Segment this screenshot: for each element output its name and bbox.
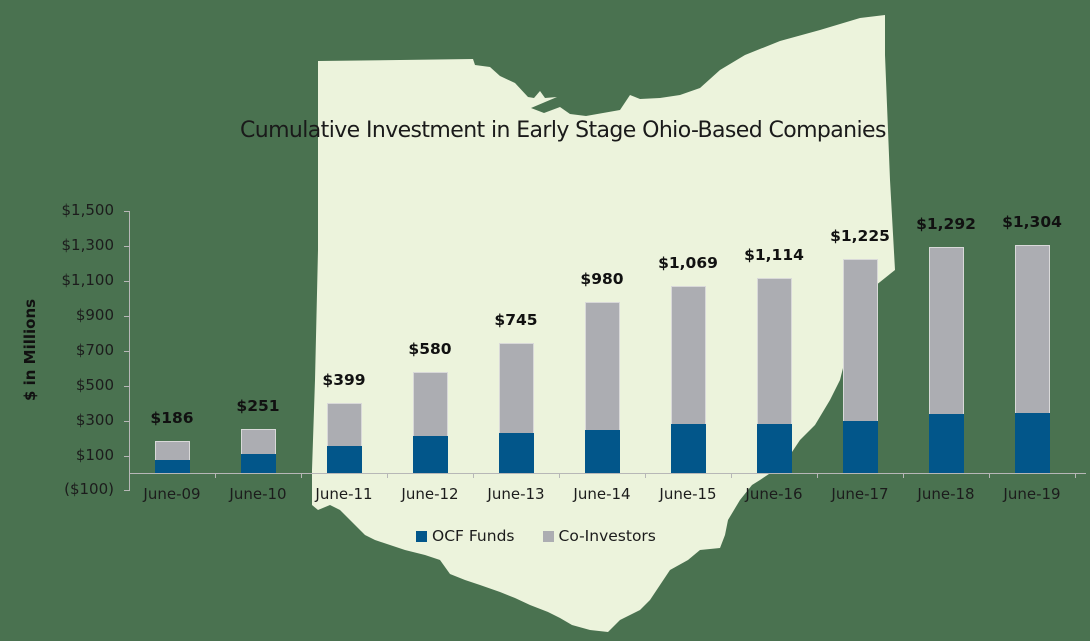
chart-title: Cumulative Investment in Early Stage Ohi… (240, 118, 886, 143)
x-tick-label: June-16 (745, 485, 803, 503)
bar-total-label: $1,114 (744, 246, 804, 265)
x-tick-mark (989, 473, 990, 478)
y-tick-mark (124, 490, 129, 492)
x-tick-mark (903, 473, 904, 478)
x-tick-label: June-18 (917, 485, 975, 503)
bar-june-16 (756, 278, 792, 473)
y-tick-mark (124, 420, 129, 422)
bar-june-12 (412, 371, 448, 473)
y-tick-mark (124, 350, 129, 352)
co-investors-segment (670, 286, 706, 425)
x-tick-mark (817, 473, 818, 478)
y-tick-label: $1,500 (61, 201, 115, 219)
ocf-funds-segment (928, 414, 964, 473)
bar-june-17 (842, 259, 878, 473)
co-investors-segment (240, 429, 276, 454)
bar-total-label: $1,292 (916, 215, 976, 234)
bar-total-label: $745 (494, 310, 538, 329)
co-investors-segment (928, 247, 964, 415)
legend-item-ocf-funds: OCF Funds (416, 527, 515, 545)
bar-total-label: $399 (322, 371, 366, 390)
x-axis-line (129, 473, 1086, 474)
x-tick-label: June-14 (573, 485, 631, 503)
bar-total-label: $980 (580, 269, 624, 288)
y-tick-label: $300 (75, 410, 114, 429)
y-tick-mark (124, 315, 129, 317)
bar-total-label: $186 (150, 408, 194, 427)
x-tick-mark (559, 473, 560, 478)
bar-june-19 (1014, 245, 1050, 473)
y-tick-label: $900 (75, 305, 114, 324)
x-tick-mark (215, 473, 216, 478)
co-investors-segment (154, 440, 190, 460)
x-tick-mark (731, 473, 732, 478)
ocf-funds-segment (756, 424, 792, 473)
y-tick-label: $1,100 (61, 270, 115, 289)
bar-june-11 (326, 403, 362, 473)
ocf-funds-segment (154, 459, 190, 473)
y-tick-mark (124, 211, 129, 212)
legend-label: OCF Funds (432, 527, 515, 545)
x-tick-mark (387, 473, 388, 478)
x-tick-mark (1075, 473, 1076, 478)
ocf-funds-segment (498, 432, 534, 473)
y-axis-line (129, 211, 130, 491)
x-tick-mark (473, 473, 474, 478)
bar-june-14 (584, 301, 620, 473)
bar-total-label: $580 (408, 339, 452, 358)
legend-label: Co-Investors (558, 527, 656, 545)
ocf-funds-segment (240, 453, 276, 473)
co-investors-segment (842, 259, 878, 422)
ocf-funds-segment (670, 424, 706, 473)
ocf-funds-swatch (416, 530, 427, 542)
ocf-funds-segment (412, 436, 448, 473)
ocf-funds-segment (842, 421, 878, 473)
y-tick-mark (124, 245, 129, 247)
co-investors-segment (412, 371, 448, 437)
x-tick-label: June-09 (143, 485, 201, 503)
co-investors-segment (498, 342, 534, 433)
co-investors-segment (584, 301, 620, 431)
x-tick-label: June-10 (229, 485, 287, 503)
ocf-funds-segment (326, 445, 362, 473)
bar-june-13 (498, 342, 534, 473)
x-tick-label: June-12 (401, 485, 459, 503)
x-tick-mark (301, 473, 302, 478)
bar-total-label: $1,304 (1002, 213, 1062, 232)
y-tick-label: ($100) (64, 480, 114, 499)
co-investors-segment (1014, 245, 1050, 413)
bar-total-label: $1,225 (830, 227, 890, 246)
y-tick-label: $100 (75, 445, 114, 464)
bar-june-15 (670, 286, 706, 473)
bar-june-18 (928, 247, 964, 473)
y-tick-label: $1,300 (61, 235, 115, 254)
bar-june-10 (240, 429, 276, 473)
x-tick-label: June-17 (831, 485, 889, 503)
x-tick-label: June-11 (315, 485, 373, 503)
y-tick-label: $500 (75, 375, 114, 394)
y-tick-label: $700 (75, 340, 114, 359)
legend-item-co-investors: Co-Investors (542, 527, 656, 545)
co-investors-segment (756, 278, 792, 425)
y-tick-mark (124, 455, 129, 457)
y-tick-mark (124, 385, 129, 387)
x-tick-label: June-13 (487, 485, 545, 503)
legend: OCF Funds Co-Investors (416, 527, 684, 545)
x-tick-mark (645, 473, 646, 478)
x-tick-label: June-15 (659, 485, 717, 503)
x-tick-label: June-19 (1003, 485, 1061, 503)
co-investors-segment (326, 403, 362, 446)
bar-total-label: $251 (236, 397, 280, 416)
bar-june-09 (154, 440, 190, 473)
y-tick-mark (124, 280, 129, 282)
ocf-funds-segment (584, 430, 620, 473)
co-investors-swatch (542, 530, 554, 542)
bar-total-label: $1,069 (658, 254, 718, 273)
ocf-funds-segment (1014, 412, 1050, 473)
